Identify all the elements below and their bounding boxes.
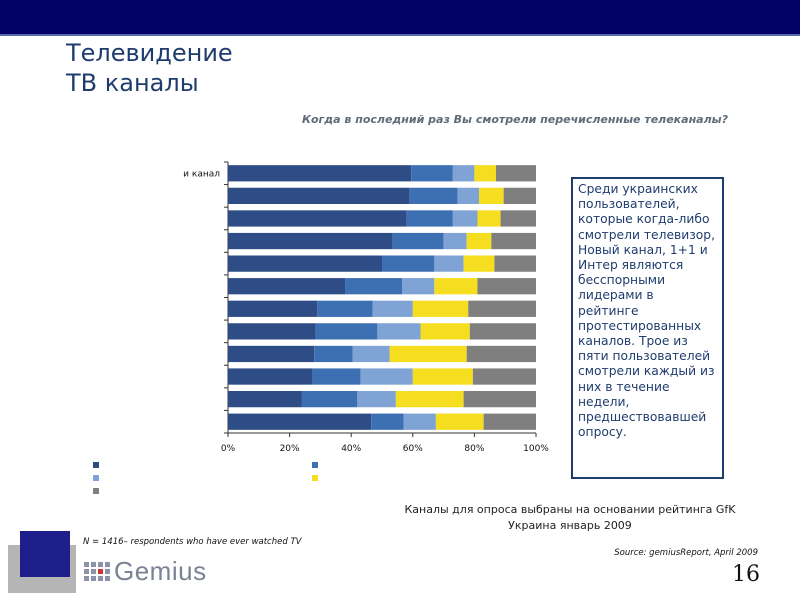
page-title: Телевидение ТВ каналы: [66, 38, 233, 98]
bar-segment: [477, 210, 501, 227]
bar-segment: [435, 413, 484, 430]
bar-segment: [312, 368, 361, 385]
bar-segment: [494, 255, 536, 272]
bar-segment: [228, 232, 393, 250]
legend-swatch-series-1: [93, 462, 99, 468]
bar-segment: [466, 232, 492, 250]
basis-line-1: Каналы для опроса выбраны на основании р…: [404, 503, 736, 516]
bar-segment: [377, 323, 421, 340]
bar-segment: [228, 210, 407, 227]
bar-segment: [503, 187, 536, 205]
source-note: Source: gemiusReport, April 2009: [614, 548, 758, 558]
x-tick-label: 20%: [280, 444, 300, 454]
bar-segment: [228, 323, 316, 340]
bar-segment: [452, 165, 475, 182]
chart-question: Когда в последний раз Вы смотрели перечи…: [302, 113, 728, 126]
bar-segment: [406, 210, 453, 227]
legend-swatch-series-2: [312, 462, 318, 468]
bar-segment: [411, 165, 453, 182]
bar-segment: [457, 187, 480, 205]
bar-segment: [315, 323, 378, 340]
bar-segment: [463, 390, 536, 408]
x-tick-label: 0%: [221, 444, 236, 454]
bar-segment: [372, 300, 413, 317]
bar-segment: [360, 368, 413, 385]
sample-footnote: N = 1416– respondents who have ever watc…: [83, 537, 302, 547]
bar-segment: [371, 413, 404, 430]
bar-segment: [392, 232, 444, 250]
summary-callout: Среди украинских пользователей, которые …: [571, 177, 724, 479]
bar-segment: [357, 390, 396, 408]
bar-segment: [228, 300, 318, 317]
bar-segment: [314, 345, 353, 363]
title-line-1: Телевидение: [66, 39, 233, 67]
page-number: 16: [732, 562, 760, 587]
header-bar: [0, 0, 800, 34]
bar-segment: [228, 390, 302, 408]
x-tick-label: 80%: [464, 444, 484, 454]
bar-segment: [228, 345, 315, 363]
bar-segment: [412, 368, 473, 385]
bar-segment: [434, 278, 478, 295]
bar-segment: [228, 165, 412, 182]
bar-segment: [403, 413, 436, 430]
decor-blue-square: [20, 531, 70, 577]
bar-segment: [412, 300, 469, 317]
bar-segment: [477, 278, 536, 295]
bar-segment: [409, 187, 458, 205]
bar-segment: [468, 300, 536, 317]
logo-text: Gemius: [114, 556, 207, 586]
bar-segment: [472, 368, 536, 385]
bar-segment: [479, 187, 504, 205]
bar-segment: [402, 278, 435, 295]
bar-segment: [491, 232, 536, 250]
bar-segment: [352, 345, 390, 363]
bar-segment: [474, 165, 496, 182]
bar-segment: [317, 300, 373, 317]
bar-segment: [466, 345, 536, 363]
bar-segment: [228, 255, 382, 272]
bar-segment: [483, 413, 536, 430]
x-tick-label: 40%: [341, 444, 361, 454]
bar-segment: [382, 255, 435, 272]
basis-line-2: Украина январь 2009: [508, 519, 632, 532]
stacked-bar-chart: 0% 20% 40% 60% 80% 100% и канал: [183, 161, 549, 454]
legend-swatch-series-4: [312, 475, 318, 481]
bar-segment: [228, 187, 410, 205]
bar-segment: [420, 323, 470, 340]
bar-segment: [228, 278, 346, 295]
bar-segment: [395, 390, 464, 408]
channel-basis-note: Каналы для опроса выбраны на основании р…: [380, 502, 760, 534]
x-tick-label: 100%: [523, 444, 549, 454]
logo-dots-icon: [84, 562, 110, 581]
bar-segment: [463, 255, 495, 272]
bar-segment: [301, 390, 358, 408]
legend-swatch-series-5: [93, 488, 99, 494]
bar-segment: [389, 345, 467, 363]
bar-segment: [495, 165, 536, 182]
bar-segment: [469, 323, 536, 340]
bar-segment: [345, 278, 403, 295]
gemius-logo: Gemius: [84, 556, 207, 587]
x-tick-label: 60%: [403, 444, 423, 454]
bar-segment: [228, 413, 372, 430]
header-divider: [0, 34, 800, 36]
bar-segment: [228, 368, 313, 385]
category-label: и канал: [183, 169, 220, 179]
title-line-2: ТВ каналы: [66, 69, 199, 97]
legend-swatch-series-3: [93, 475, 99, 481]
bar-segment: [434, 255, 464, 272]
bar-segment: [452, 210, 478, 227]
bar-segment: [443, 232, 467, 250]
bar-segment: [500, 210, 536, 227]
